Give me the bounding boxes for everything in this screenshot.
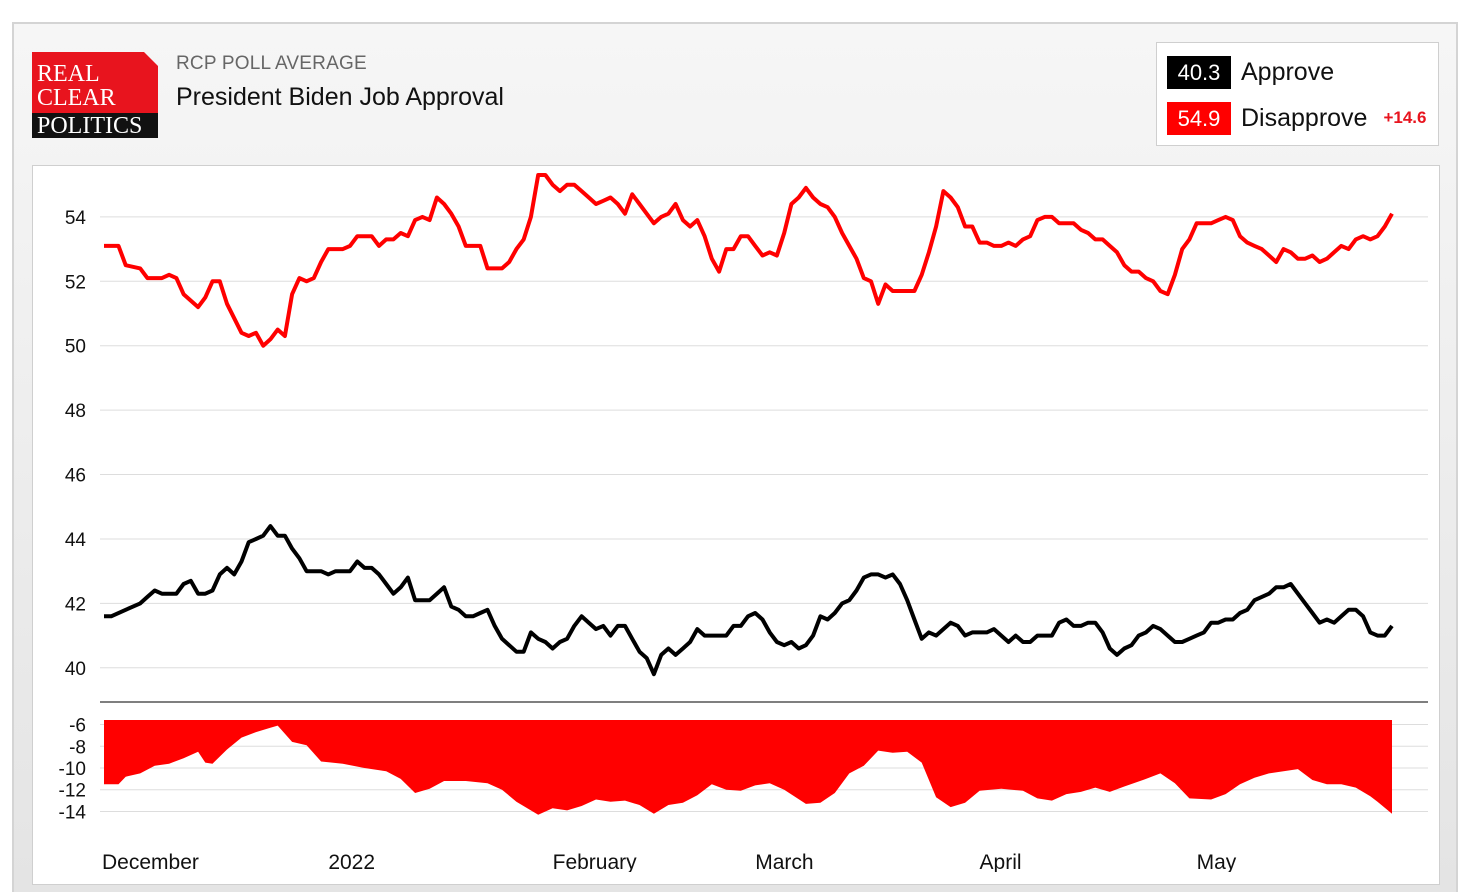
approve-label: Approve bbox=[1241, 57, 1335, 86]
spread-tick-label: -8 bbox=[69, 737, 86, 758]
spread-area bbox=[104, 720, 1392, 815]
y-tick-label: 52 bbox=[65, 272, 86, 293]
logo-line-2: CLEAR bbox=[37, 85, 116, 111]
legend-disapprove: 54.9 Disapprove +14.6 bbox=[1167, 101, 1426, 135]
approval-chart[interactable]: 54 52 50 48 46 44 42 40 -6-8-10-12-14 December 202… bbox=[0, 0, 1472, 872]
spread-value: +14.6 bbox=[1383, 108, 1427, 127]
approve-value-badge: 40.3 bbox=[1167, 55, 1231, 89]
legend-box: 40.3 Approve 54.9 Disapprove +14.6 bbox=[1156, 42, 1439, 146]
disapprove-line bbox=[104, 173, 1394, 348]
x-tick-label: February bbox=[553, 851, 638, 872]
disapprove-label: Disapprove bbox=[1241, 103, 1368, 132]
logo-line-3: POLITICS bbox=[37, 113, 142, 138]
x-tick-label: April bbox=[980, 851, 1022, 872]
spread-tick-label: -10 bbox=[59, 759, 86, 780]
logo-line-1: REAL bbox=[37, 61, 100, 87]
approve-line bbox=[104, 524, 1394, 677]
chart-title: President Biden Job Approval bbox=[176, 83, 504, 111]
y-tick-label: 46 bbox=[65, 466, 86, 487]
y-tick-label: 54 bbox=[65, 208, 87, 229]
y-tick-label: 48 bbox=[65, 401, 86, 422]
x-tick-label: December bbox=[102, 851, 199, 872]
legend-approve: 40.3 Approve bbox=[1167, 55, 1334, 89]
kicker-label: RCP POLL AVERAGE bbox=[176, 53, 367, 74]
spread-tick-label: -12 bbox=[59, 781, 86, 802]
y-tick-label: 42 bbox=[65, 594, 86, 615]
x-tick-label: 2022 bbox=[328, 851, 375, 872]
x-tick-label: March bbox=[755, 851, 813, 872]
x-tick-label: May bbox=[1197, 851, 1237, 872]
y-tick-label: 40 bbox=[65, 659, 86, 680]
rcp-logo: REAL CLEAR POLITICS bbox=[32, 52, 158, 138]
disapprove-value-badge: 54.9 bbox=[1167, 101, 1231, 135]
y-tick-label: 50 bbox=[65, 337, 86, 358]
y-tick-label: 44 bbox=[65, 530, 87, 551]
spread-tick-label: -6 bbox=[69, 716, 86, 737]
spread-tick-label: -14 bbox=[59, 802, 87, 823]
